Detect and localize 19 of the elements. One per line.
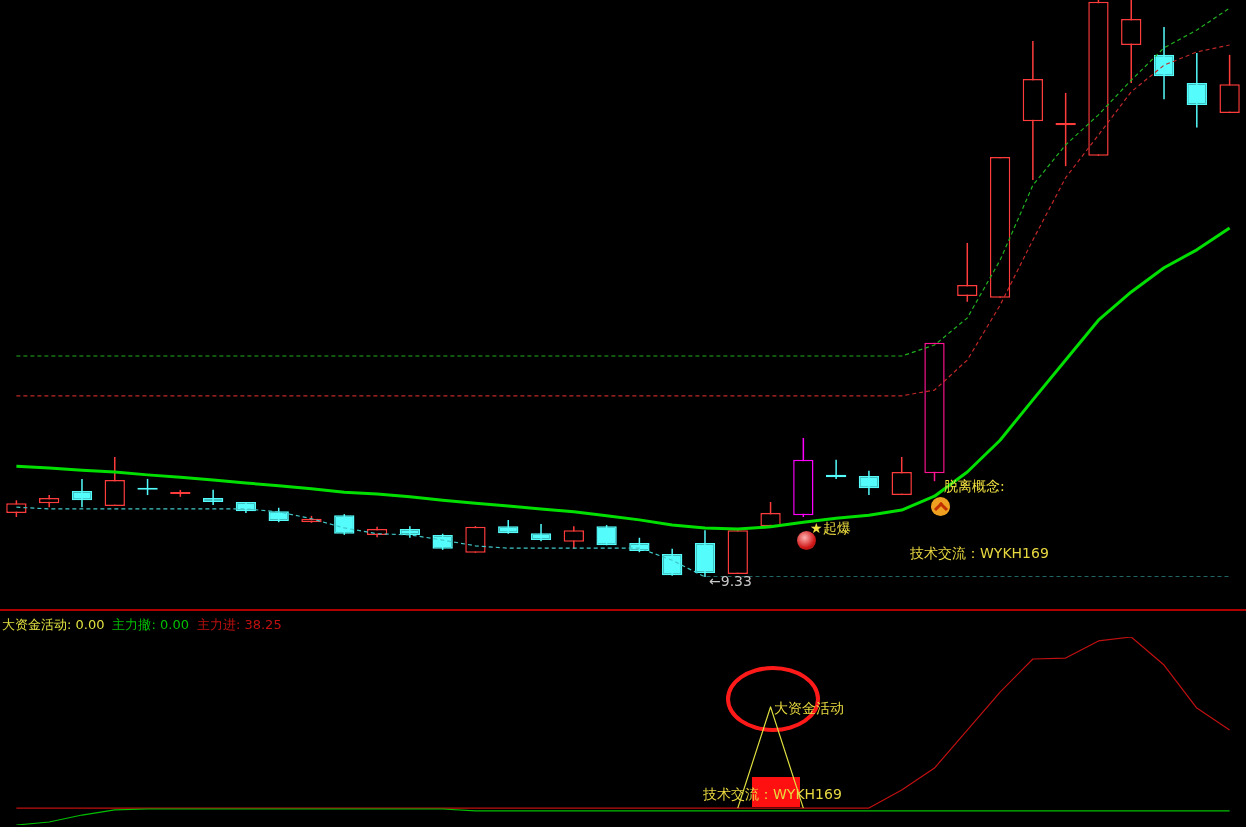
text: 主力撤: 0.00 [112,617,189,632]
annotation: 技术交流：WYKH169 [910,545,1049,561]
text: 主力进: 38.25 [196,617,282,632]
candlestick [1153,26,1175,100]
candlestick [760,501,781,527]
annotation: ★起爆 [810,520,851,536]
candlestick [662,547,683,577]
candlestick [563,525,584,550]
candlestick [1121,0,1142,84]
candlestick [202,489,224,506]
candlestick [104,456,125,507]
candlestick [465,525,486,554]
text: 大资金活动: 0.00 [2,617,105,632]
annotation: ←9.33 [709,573,752,589]
candlestick [1186,52,1207,129]
candlestick [858,470,880,496]
candlestick [957,242,978,303]
candlestick [71,478,93,508]
candlestick [891,456,912,496]
